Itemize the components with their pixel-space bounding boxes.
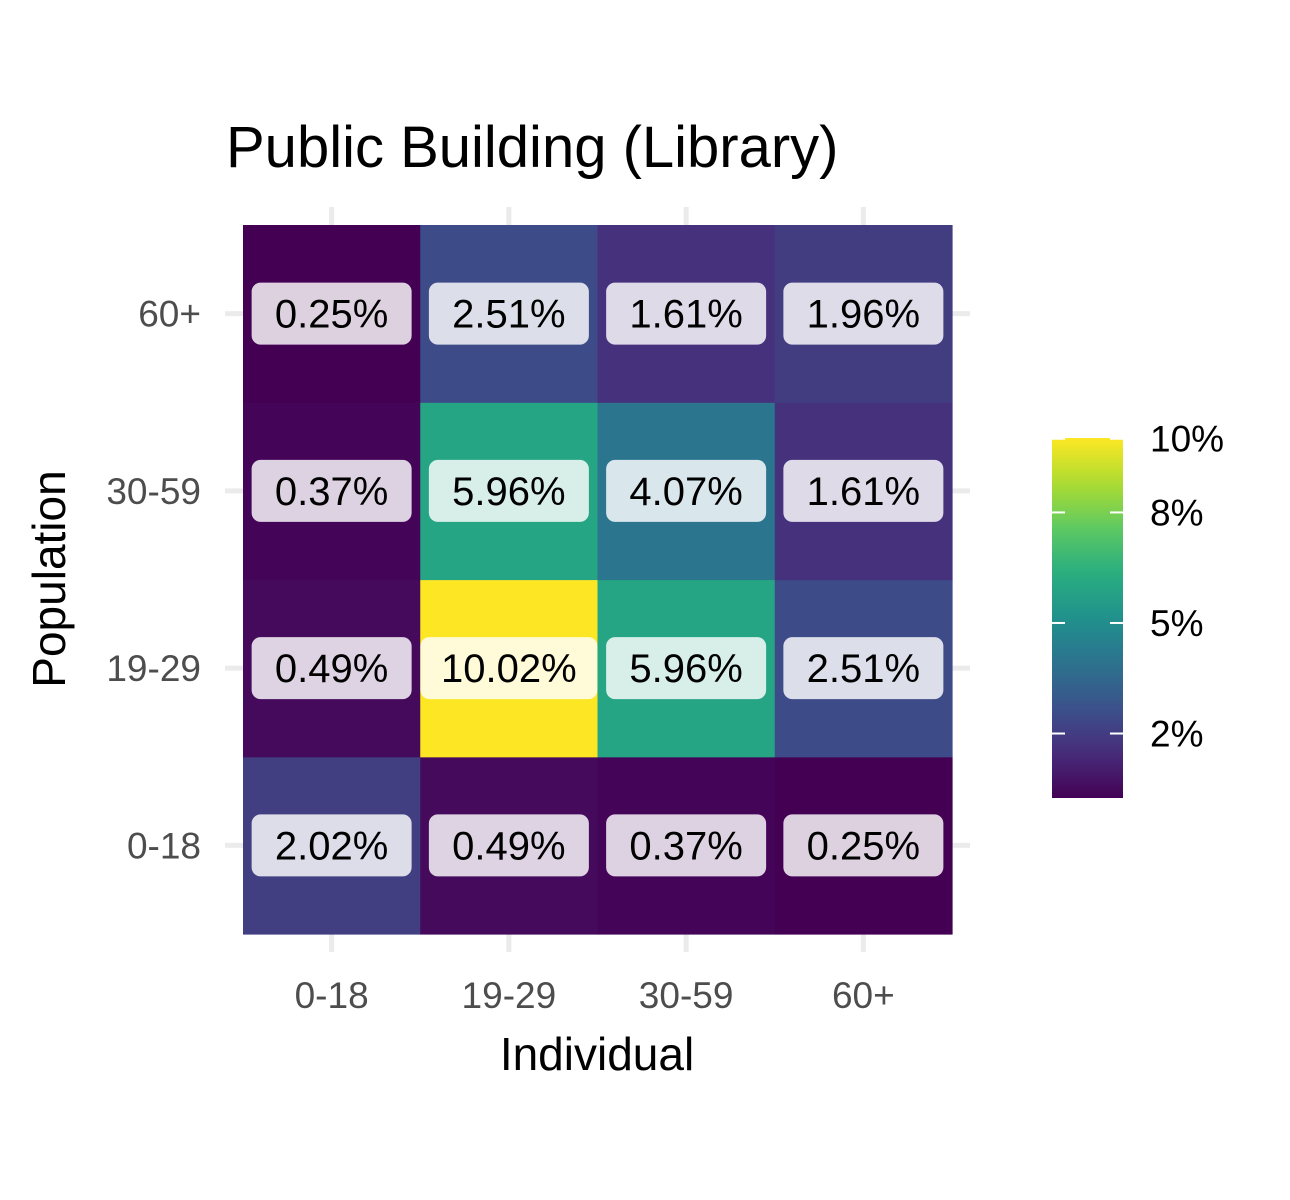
cell-label-box: [428, 814, 589, 877]
x-tick-label: 60+: [832, 975, 895, 1016]
cell-label-box: [251, 637, 412, 700]
cell-label-box: [606, 814, 767, 877]
heatmap-cell-labels: 2.02% 0.49% 0.37% 0.25% 0.49% 10.02% 5.96% 2.51…: [251, 282, 944, 877]
cell-label: 0.37%: [629, 824, 742, 868]
cell-label-box: [606, 637, 767, 700]
cell-label-box: [428, 459, 589, 522]
cell-label: 0.49%: [452, 824, 565, 868]
cell-label-box: [420, 637, 598, 700]
y-tick-label: 30-59: [106, 471, 201, 512]
cell-label-box: [251, 459, 412, 522]
legend-tick-label: 8%: [1150, 492, 1203, 533]
cell-label: 0.37%: [275, 470, 388, 514]
cell-label-box: [251, 814, 412, 877]
cell-label-box: [428, 282, 589, 345]
cell-label: 2.51%: [807, 647, 920, 691]
cell-label-box: [251, 282, 412, 345]
cell-label-box: [606, 459, 767, 522]
color-legend: 2% 5% 8% 10%: [1052, 419, 1224, 798]
cell-label: 5.96%: [452, 470, 565, 514]
cell-label: 10.02%: [441, 647, 577, 691]
cell-label-box: [606, 282, 767, 345]
chart-title: Public Building (Library): [226, 115, 838, 180]
x-axis-ticks: 0-18 19-29 30-59 60+: [295, 975, 895, 1016]
cell-label: 0.25%: [807, 824, 920, 868]
cell-label: 0.49%: [275, 647, 388, 691]
y-tick-label: 60+: [138, 294, 201, 335]
y-axis-ticks: 0-18 19-29 30-59 60+: [106, 294, 201, 867]
cell-label: 2.51%: [452, 293, 565, 337]
cell-label: 4.07%: [629, 470, 742, 514]
legend-tick-label: 5%: [1150, 603, 1203, 644]
legend-colorbar: [1052, 438, 1123, 798]
x-tick-label: 0-18: [295, 975, 369, 1016]
y-axis-title: Population: [23, 470, 75, 687]
legend-tick-label: 10%: [1150, 419, 1224, 460]
cell-label: 1.61%: [629, 293, 742, 337]
y-tick-label: 0-18: [127, 825, 201, 866]
cell-label-box: [783, 637, 944, 700]
cell-label-box: [783, 459, 944, 522]
cell-label: 0.25%: [275, 293, 388, 337]
cell-label-box: [783, 814, 944, 877]
legend-tick-label: 2%: [1150, 714, 1203, 755]
y-tick-label: 19-29: [106, 648, 201, 689]
x-axis-title: Individual: [500, 1028, 694, 1080]
cell-label: 1.61%: [807, 470, 920, 514]
x-tick-label: 19-29: [462, 975, 557, 1016]
cell-label: 1.96%: [807, 293, 920, 337]
cell-label: 5.96%: [629, 647, 742, 691]
cell-label: 2.02%: [275, 824, 388, 868]
x-tick-label: 30-59: [639, 975, 734, 1016]
cell-label-box: [783, 282, 944, 345]
